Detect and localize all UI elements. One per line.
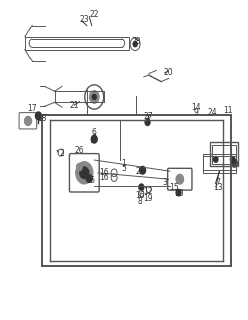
Circle shape [145,119,150,125]
Text: 23: 23 [80,15,89,24]
Circle shape [91,135,97,143]
Circle shape [133,42,137,47]
Circle shape [231,159,237,167]
Circle shape [35,112,41,120]
Text: 7: 7 [216,178,221,187]
Text: 6: 6 [92,128,97,137]
Text: 4: 4 [92,133,97,142]
Circle shape [89,91,99,103]
Circle shape [214,156,218,162]
Text: 5: 5 [122,164,126,173]
Circle shape [140,166,146,174]
Text: 25: 25 [135,167,145,176]
Text: 21: 21 [70,101,79,110]
Circle shape [92,94,96,100]
Text: 6: 6 [89,176,94,185]
Text: 10: 10 [174,189,183,198]
Circle shape [80,167,89,179]
Text: 3: 3 [162,178,167,187]
Text: 28: 28 [132,37,141,46]
Circle shape [139,184,144,190]
Text: 15: 15 [169,183,178,192]
Text: 19: 19 [143,194,152,203]
Circle shape [25,116,31,125]
Text: 27: 27 [144,112,154,121]
Text: 12: 12 [143,188,152,196]
Text: 9: 9 [193,108,198,116]
Text: 13: 13 [214,183,223,192]
Text: 18: 18 [37,114,47,123]
Text: 20: 20 [164,68,173,76]
Circle shape [76,163,82,171]
Text: 26: 26 [75,146,84,155]
Text: 16: 16 [99,168,109,177]
Circle shape [86,175,92,182]
Circle shape [176,189,181,196]
Circle shape [230,156,235,162]
Text: 1: 1 [122,159,126,168]
Text: 17: 17 [28,104,37,113]
Text: 22: 22 [90,10,99,19]
Circle shape [176,174,184,184]
Text: 2: 2 [60,149,64,158]
Text: 16: 16 [99,173,109,182]
Text: 16: 16 [135,191,145,200]
Text: 14: 14 [191,103,201,112]
Text: 8: 8 [138,197,143,206]
Circle shape [76,162,93,184]
Text: 11: 11 [223,106,233,115]
Text: 24: 24 [207,108,217,117]
